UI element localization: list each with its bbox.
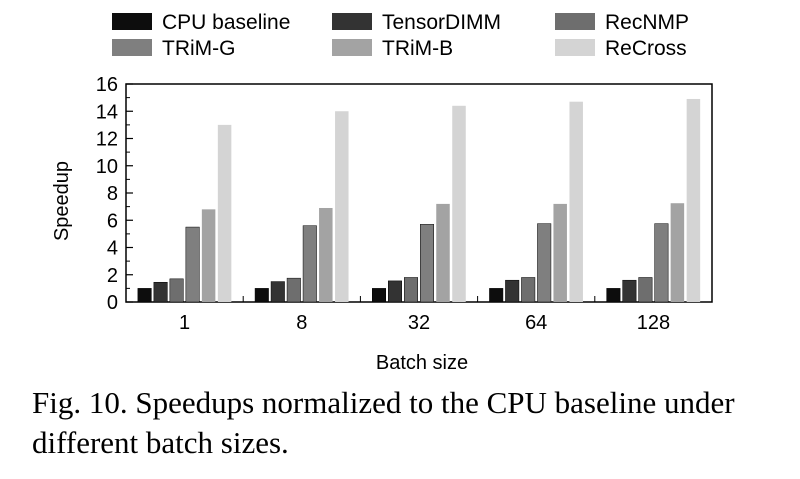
y-tick-label: 10 [96,156,118,178]
legend-swatch [555,13,595,30]
bar-trim-b-64 [553,203,567,302]
legend-label: TRiM-G [162,37,235,60]
bar-recross-64 [569,101,583,303]
bar-recross-8 [335,111,349,302]
legend-label: CPU baseline [162,11,290,34]
x-tick-label: 128 [637,312,670,334]
legend-swatch [332,13,372,30]
legend-label: TensorDIMM [382,11,501,34]
legend-item: ReCross [555,37,687,60]
bar-cpu-baseline-32 [372,288,386,303]
bar-recross-128 [686,98,701,302]
legend: CPU baseline TensorDIMM RecNMP TRiM-G TRiM-B… [112,11,689,60]
x-axis: 1 8 32 64 128 [179,296,713,334]
legend-item: RecNMP [555,11,689,34]
speedup-bar-chart: CPU baseline TensorDIMM RecNMP TRiM-G TRiM-B… [51,11,713,374]
bar-cpu-baseline-64 [489,288,504,303]
x-axis-label: Batch size [376,352,468,374]
legend-label: TRiM-B [382,37,453,60]
y-axis-label: Speedup [51,161,73,241]
y-tick-label: 12 [96,129,118,151]
bar-recnmp-128 [638,277,653,303]
bar-recnmp-1 [169,278,184,303]
y-tick-label: 0 [107,292,118,314]
bar-cpu-baseline-1 [137,288,152,303]
bar-tensordimm-1 [153,281,168,303]
y-tick-label: 14 [96,101,118,123]
bar-recnmp-8 [286,277,301,303]
bar-tensordimm-128 [622,279,637,303]
figure-caption: Fig. 10. Speedups normalized to the CPU … [32,385,735,460]
bar-recross-32 [452,105,466,302]
bar-tensordimm-32 [388,280,402,303]
legend-swatch [112,13,152,30]
legend-swatch [332,39,372,56]
x-tick-label: 8 [296,312,307,334]
x-tick-label: 1 [179,312,190,334]
y-tick-label: 6 [107,210,118,232]
legend-item: TensorDIMM [332,11,501,34]
bar-trim-g-64 [537,223,552,303]
bar-tensordimm-8 [270,281,285,303]
bar-trim-b-1 [201,209,216,302]
bar-trim-g-128 [654,223,669,303]
bar-recnmp-32 [404,277,418,303]
legend-item: TRiM-G [112,37,235,60]
bar-trim-b-128 [670,203,685,302]
y-tick-label: 2 [107,265,118,287]
y-tick-label: 16 [96,74,118,96]
legend-label: RecNMP [605,11,689,34]
bar-trim-g-8 [302,225,317,303]
x-tick-label: 64 [525,312,547,334]
bar-recross-1 [217,124,232,302]
bar-trim-b-8 [319,207,333,302]
bar-trim-b-32 [436,203,450,302]
legend-swatch [555,39,595,56]
bar-cpu-baseline-8 [254,288,269,303]
x-tick-label: 32 [408,312,430,334]
bar-tensordimm-64 [505,279,520,303]
plot-area [125,83,713,303]
legend-swatch [112,39,152,56]
legend-item: TRiM-B [332,37,453,60]
legend-item: CPU baseline [112,11,290,34]
bar-recnmp-64 [521,277,536,303]
y-tick-label: 8 [107,183,118,205]
legend-label: ReCross [605,37,687,60]
bar-trim-g-32 [420,224,434,303]
y-tick-label: 4 [107,238,118,260]
bar-trim-g-1 [185,226,200,303]
y-axis: 0 2 4 6 8 10 12 14 16 [96,74,133,314]
bar-cpu-baseline-128 [606,288,621,303]
